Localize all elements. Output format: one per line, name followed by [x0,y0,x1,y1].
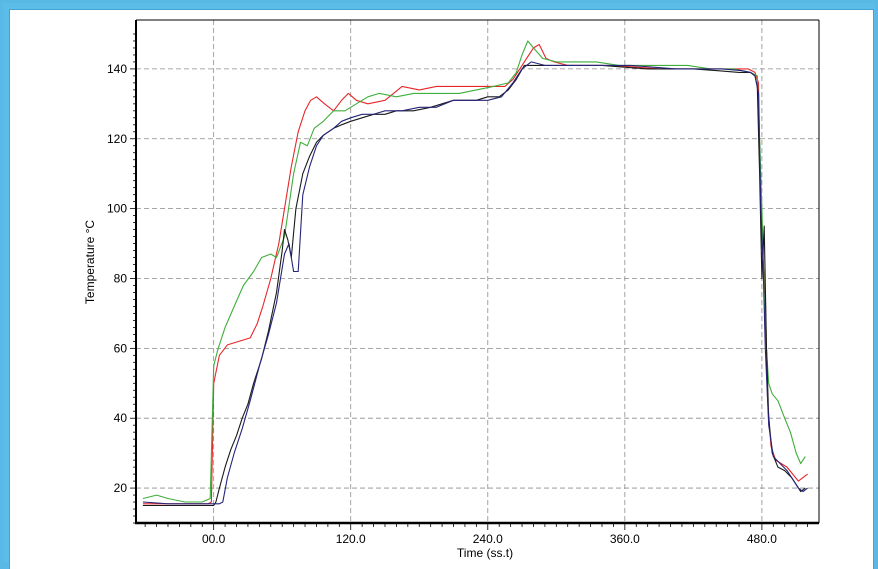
x-tick-label: 480.0 [747,532,777,546]
series-line-3 [142,64,806,507]
x-axis-ticks: 00.0 120.0 240.0 360.0 480.0 [144,523,808,546]
plot-area [136,20,819,523]
y-tick-label: 120 [107,132,127,146]
y-axis-ticks: 20 40 60 80 100 120 140 [107,33,136,524]
y-tick-label: 100 [107,202,127,216]
x-tick-label: 00.0 [202,532,226,546]
x-tick-label: 360.0 [610,532,640,546]
x-axis-title: Time (ss.t) [457,546,513,560]
x-tick-label: 120.0 [336,532,366,546]
chart-panel: 20 40 60 80 100 120 140 00.0 120.0 240.0 360.0 480… [9,9,874,569]
y-tick-label: 80 [114,271,128,285]
y-tick-label: 20 [114,481,128,495]
y-tick-label: 60 [114,341,128,355]
y-tick-label: 140 [107,62,127,76]
temperature-chart: 20 40 60 80 100 120 140 00.0 120.0 240.0 360.0 480… [83,19,820,560]
x-tick-label: 240.0 [473,532,503,546]
y-tick-label: 40 [114,411,128,425]
series-lines [142,40,808,507]
y-axis-title: Temperature °C [83,220,97,304]
series-line-4 [142,61,808,505]
